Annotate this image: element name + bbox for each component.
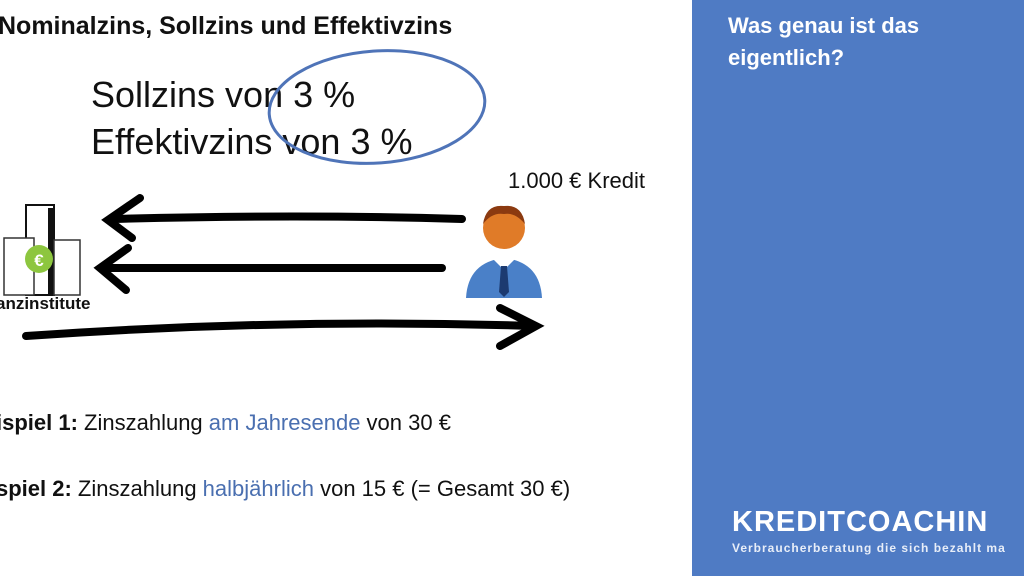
sidebar-panel: Was genau ist das eigentlich? KREDITCOAC… [692,0,1024,576]
bank-building-icon: € [3,204,81,296]
example-1: ispiel 1: Zinszahlung am Jahresende von … [0,410,451,436]
credit-amount: 1.000 € Kredit [508,168,645,193]
example-label: spiel 2: [0,476,72,501]
effektivzins-line: Effektivzins von 3 % [91,121,413,162]
example-highlight: am Jahresende [208,410,361,435]
kreditcoaching-logo: KREDITCOACHIN [732,506,989,538]
example-highlight: halbjährlich [202,476,314,501]
slide-title: Nominalzins, Sollzins und Effektivzins [0,12,453,40]
highlight-circle [267,49,487,165]
bank-label: anzinstitute [0,294,91,313]
arrow-left-2 [93,244,446,294]
example-text: Zinszahlung [77,410,209,435]
logo-tagline: Verbraucherberatung die sich bezahlt ma [732,541,1006,555]
arrow-left-1 [101,194,466,242]
example-text: Zinszahlung [71,476,203,501]
slide-drawing: € [3,49,545,350]
example-text: von 15 € (= Gesamt 30 €) [313,476,571,501]
person-icon [466,205,542,298]
sidebar-question: Was genau ist das eigentlich? [728,13,920,70]
example-text: von 30 € [360,410,451,435]
sollzins-line: Sollzins von 3 % [91,74,356,115]
svg-text:€: € [34,251,44,270]
example-label: ispiel 1: [0,410,78,435]
example-2: spiel 2: Zinszahlung halbjährlich von 15… [0,476,570,502]
arrow-right [22,304,545,350]
